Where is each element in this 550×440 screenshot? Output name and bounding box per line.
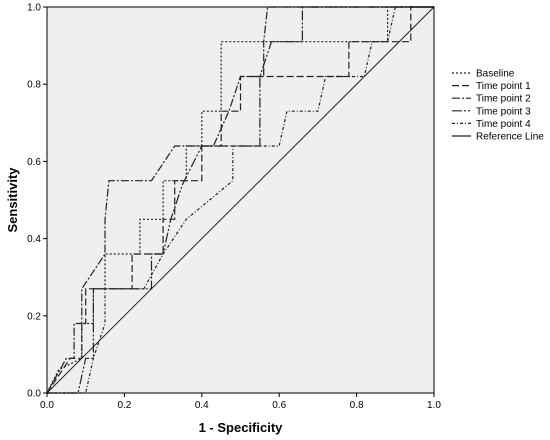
legend-label: Time point 1: [476, 81, 531, 92]
x-axis: 0.0 0.2 0.4 0.6 0.8 1.0: [40, 393, 441, 411]
legend-label: Time point 3: [476, 106, 531, 117]
series-line-3: [47, 6, 434, 394]
y-tick-label: 0.4: [27, 234, 41, 245]
series-layer: [46, 6, 435, 394]
series-line-4: [47, 6, 434, 394]
series-line-5: [46, 6, 435, 394]
legend-label: Baseline: [476, 69, 515, 80]
legend-label: Time point 2: [476, 94, 531, 105]
x-axis-title: 1 - Specificity: [199, 420, 284, 435]
y-axis-title: Sensitivity: [5, 167, 20, 233]
legend-label: Reference Line: [476, 132, 544, 143]
legend-label: Time point 4: [476, 119, 531, 130]
series-line-2: [46, 6, 434, 394]
y-tick-label: 0.0: [27, 389, 41, 400]
y-axis: 0.0 0.2 0.4 0.6 0.8 1.0: [27, 3, 47, 400]
y-tick-label: 1.0: [27, 3, 41, 14]
series-line-1: [46, 6, 434, 394]
x-tick-label: 0.4: [195, 400, 209, 411]
x-tick-label: 0.0: [40, 400, 54, 411]
plot-frame: [46, 6, 435, 394]
x-tick-label: 1.0: [427, 400, 441, 411]
y-tick-label: 0.8: [27, 80, 41, 91]
y-tick-label: 0.6: [27, 157, 41, 168]
x-tick-label: 0.6: [272, 400, 286, 411]
x-tick-label: 0.2: [117, 400, 131, 411]
y-tick-label: 0.2: [27, 311, 41, 322]
x-tick-label: 0.8: [350, 400, 364, 411]
